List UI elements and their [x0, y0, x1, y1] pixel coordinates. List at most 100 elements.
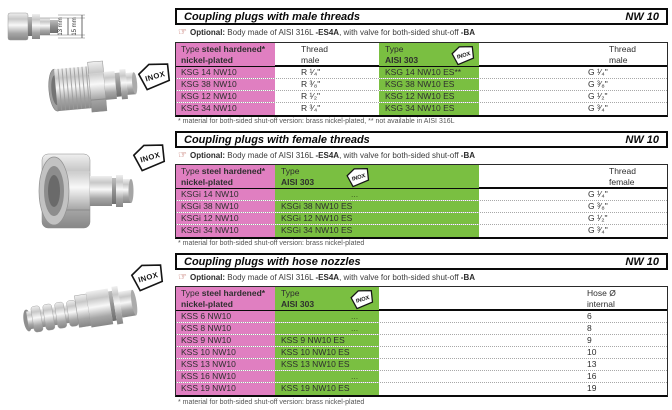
- inox-icon: INOX: [450, 44, 477, 68]
- col-header-type-aisi303: Type AISI 303 INOX: [379, 43, 479, 66]
- inox-badge-icon: INOX: [131, 141, 169, 178]
- type-cell: KSGi 14 NW10: [176, 189, 275, 200]
- table-row: KSGi 12 NW10 KSGi 12 NW10 ES G ¹⁄₂": [176, 213, 667, 225]
- type-cell: KSG 34 NW10: [176, 103, 275, 115]
- type-es-cell: KSGi 34 NW10 ES: [275, 225, 479, 237]
- type-cell: KSG 38 NW10: [176, 79, 275, 90]
- type-cell: KSS 9 NW10: [176, 335, 275, 346]
- optional-text: Body made of AISI 316L: [225, 273, 316, 282]
- type-cell: KSS 8 NW10: [176, 323, 275, 334]
- col-header-type-aisi303: Type AISI 303 INOX: [275, 287, 379, 310]
- section-size-badge: NW 10: [625, 133, 659, 146]
- type-cell: KSGi 34 NW10: [176, 225, 275, 237]
- thread-es-cell: G ¹⁄₂": [588, 91, 608, 101]
- col-header-type-steel: Type steel hardened* nickel-plated: [176, 43, 275, 66]
- col-header-hose-diameter: Hose Ø internal: [587, 288, 616, 309]
- table-header-row: Type steel hardened* nickel-plated Type …: [176, 165, 667, 189]
- table-row: KSGi 34 NW10 KSGi 34 NW10 ES G ³⁄₄": [176, 225, 667, 237]
- type-es-cell: KSG 14 NW10 ES**: [379, 67, 479, 78]
- section-title: Coupling plugs with male threads: [184, 10, 361, 23]
- type-es-cell: KSS 19 NW10 ES: [275, 383, 379, 395]
- optional-code-es4a: -ES4A: [315, 273, 340, 282]
- thread-cell: G ¹⁄₄": [588, 189, 608, 199]
- inox-badge-icon: INOX: [136, 60, 174, 97]
- optional-note: ☞ Optional: Body made of AISI 316L -ES4A,…: [178, 150, 475, 161]
- thread-cell: G ³⁄₄": [588, 225, 608, 235]
- table-row: KSG 14 NW10 R ¹⁄₄" KSG 14 NW10 ES** G ¹⁄…: [176, 67, 667, 79]
- table-row: KSG 34 NW10 R ³⁄₄" KSG 34 NW10 ES G ³⁄₄": [176, 103, 667, 115]
- table-header-row: Type steel hardened* nickel-plated Threa…: [176, 43, 667, 67]
- optional-text: , with valve for both-sided shut-off: [339, 28, 461, 37]
- col-header-thread-male: Thread male: [301, 44, 328, 65]
- type-cell: KSS 16 NW10: [176, 371, 275, 382]
- optional-note: ☞ Optional: Body made of AISI 316L -ES4A,…: [178, 272, 475, 283]
- optional-text: , with valve for both-sided shut-off: [339, 273, 461, 282]
- optional-label: Optional:: [189, 273, 226, 282]
- type-es-cell: KSGi 12 NW10 ES: [275, 213, 479, 224]
- inox-icon: INOX: [345, 166, 372, 190]
- optional-code-es4a: -ES4A: [315, 28, 340, 37]
- col-header-thread-female: Thread female: [609, 166, 636, 187]
- thread-es-cell: G ³⁄₄": [588, 103, 608, 113]
- footnote: * material for both-sided shut-off versi…: [178, 118, 455, 125]
- hose-cell: 13: [587, 359, 597, 369]
- section-title: Coupling plugs with hose nozzles: [184, 255, 361, 268]
- col-header-thread-male-es: Thread male: [609, 44, 636, 65]
- type-cell: KSGi 38 NW10: [176, 201, 275, 212]
- inox-badge-icon: INOX: [129, 261, 167, 298]
- section-size-badge: NW 10: [625, 10, 659, 23]
- optional-code-ba: -BA: [460, 151, 475, 160]
- optional-code-es4a: -ES4A: [315, 151, 340, 160]
- product-photo-male-thread-plug: [43, 52, 140, 127]
- hose-cell: 6: [587, 311, 592, 321]
- type-cell: KSGi 12 NW10: [176, 213, 275, 224]
- dimension-label-15mm: 15 mm: [72, 17, 78, 35]
- type-es-cell: ...: [275, 323, 379, 334]
- type-es-cell: KSS 9 NW10 ES: [275, 335, 379, 346]
- dimension-label-13mm: 13 mm: [58, 17, 64, 35]
- table-row: KSS 16 NW10 ... 16: [176, 371, 667, 383]
- thread-cell: R ¹⁄₄": [301, 67, 321, 77]
- table-row: KSS 9 NW10 KSS 9 NW10 ES 9: [176, 335, 667, 347]
- table-row: KSS 8 NW10 ... 8: [176, 323, 667, 335]
- hose-cell: 8: [587, 323, 592, 333]
- optional-note: ☞ Optional: Body made of AISI 316L -ES4A,…: [178, 27, 475, 38]
- thread-es-cell: G ¹⁄₄": [588, 67, 608, 77]
- type-es-cell: KSG 38 NW10 ES: [379, 79, 479, 90]
- table-row: KSG 38 NW10 R ³⁄₈" KSG 38 NW10 ES G ³⁄₈": [176, 79, 667, 91]
- type-cell: KSG 12 NW10: [176, 91, 275, 102]
- optional-code-ba: -BA: [460, 28, 475, 37]
- optional-text: , with valve for both-sided shut-off: [339, 151, 461, 160]
- optional-text: Body made of AISI 316L: [225, 151, 316, 160]
- optional-label: Optional:: [189, 28, 226, 37]
- type-es-cell: ...: [275, 311, 379, 322]
- pointing-hand-icon: ☞: [178, 272, 187, 283]
- inox-icon: INOX: [349, 288, 376, 312]
- product-photo-hose-nozzle-plug: [16, 273, 146, 352]
- type-cell: KSS 6 NW10: [176, 311, 275, 322]
- type-cell: KSS 13 NW10: [176, 359, 275, 370]
- optional-label: Optional:: [189, 151, 226, 160]
- type-cell: KSG 14 NW10: [176, 67, 275, 78]
- thread-cell: R ³⁄₄": [301, 103, 321, 113]
- thread-cell: R ¹⁄₂": [301, 91, 321, 101]
- hose-nozzles-table: Type steel hardened* nickel-plated Type …: [175, 286, 668, 397]
- optional-text: Body made of AISI 316L: [225, 28, 316, 37]
- pointing-hand-icon: ☞: [178, 150, 187, 161]
- col-header-type-steel: Type steel hardened* nickel-plated: [176, 287, 275, 310]
- table-row: KSS 6 NW10 ... 6: [176, 311, 667, 323]
- pointing-hand-icon: ☞: [178, 27, 187, 38]
- table-row: KSS 10 NW10 KSS 10 NW10 ES 10: [176, 347, 667, 359]
- section-size-badge: NW 10: [625, 255, 659, 268]
- thread-cell: G ³⁄₈": [588, 201, 608, 211]
- type-es-cell: ...: [275, 189, 479, 200]
- thread-cell: R ³⁄₈": [301, 79, 321, 89]
- type-es-cell: KSS 13 NW10 ES: [275, 359, 379, 370]
- table-row: KSG 12 NW10 R ¹⁄₂" KSG 12 NW10 ES G ¹⁄₂": [176, 91, 667, 103]
- hose-cell: 10: [587, 347, 597, 357]
- table-row: KSGi 14 NW10 ... G ¹⁄₄": [176, 189, 667, 201]
- footnote: * material for both-sided shut-off versi…: [178, 399, 365, 406]
- male-threads-table: Type steel hardened* nickel-plated Threa…: [175, 42, 668, 117]
- table-header-row: Type steel hardened* nickel-plated Type …: [176, 287, 667, 311]
